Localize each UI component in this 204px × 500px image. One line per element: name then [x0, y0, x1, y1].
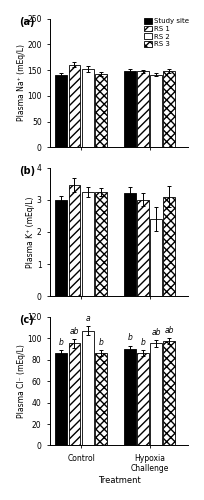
Bar [94, 192, 106, 296]
Text: ab: ab [69, 327, 79, 336]
Bar [68, 186, 80, 296]
Bar [94, 74, 106, 148]
Text: b: b [59, 338, 63, 346]
Bar [163, 342, 174, 446]
Bar [81, 69, 93, 148]
Bar [123, 194, 135, 296]
Text: b: b [127, 334, 131, 342]
Text: b: b [140, 338, 145, 346]
Bar [150, 74, 161, 148]
Bar [55, 353, 67, 446]
Bar [163, 71, 174, 148]
Bar [123, 70, 135, 148]
Bar [55, 200, 67, 296]
Bar [68, 344, 80, 446]
Bar [150, 344, 161, 446]
Text: (a): (a) [19, 17, 35, 27]
Text: a: a [85, 314, 90, 323]
Bar [123, 349, 135, 446]
Bar [136, 353, 148, 446]
Text: ab: ab [164, 326, 173, 335]
Text: b: b [98, 338, 103, 346]
Y-axis label: Plasma Na⁺ (mEq/L): Plasma Na⁺ (mEq/L) [17, 44, 26, 122]
Text: ab: ab [151, 328, 160, 337]
X-axis label: Treatment: Treatment [97, 476, 140, 485]
Bar [94, 353, 106, 446]
Bar [55, 75, 67, 148]
Y-axis label: Plasma K⁺ (mEq/L): Plasma K⁺ (mEq/L) [26, 196, 35, 268]
Bar [136, 200, 148, 296]
Legend: Study site, RS 1, RS 2, RS 3: Study site, RS 1, RS 2, RS 3 [142, 17, 189, 48]
Bar [81, 192, 93, 296]
Bar [81, 330, 93, 446]
Text: (c): (c) [19, 316, 34, 326]
Bar [68, 65, 80, 148]
Y-axis label: Plasma Cl⁻ (mEq/L): Plasma Cl⁻ (mEq/L) [17, 344, 26, 418]
Bar [150, 219, 161, 296]
Text: (b): (b) [19, 166, 35, 176]
Bar [163, 196, 174, 296]
Bar [136, 71, 148, 148]
